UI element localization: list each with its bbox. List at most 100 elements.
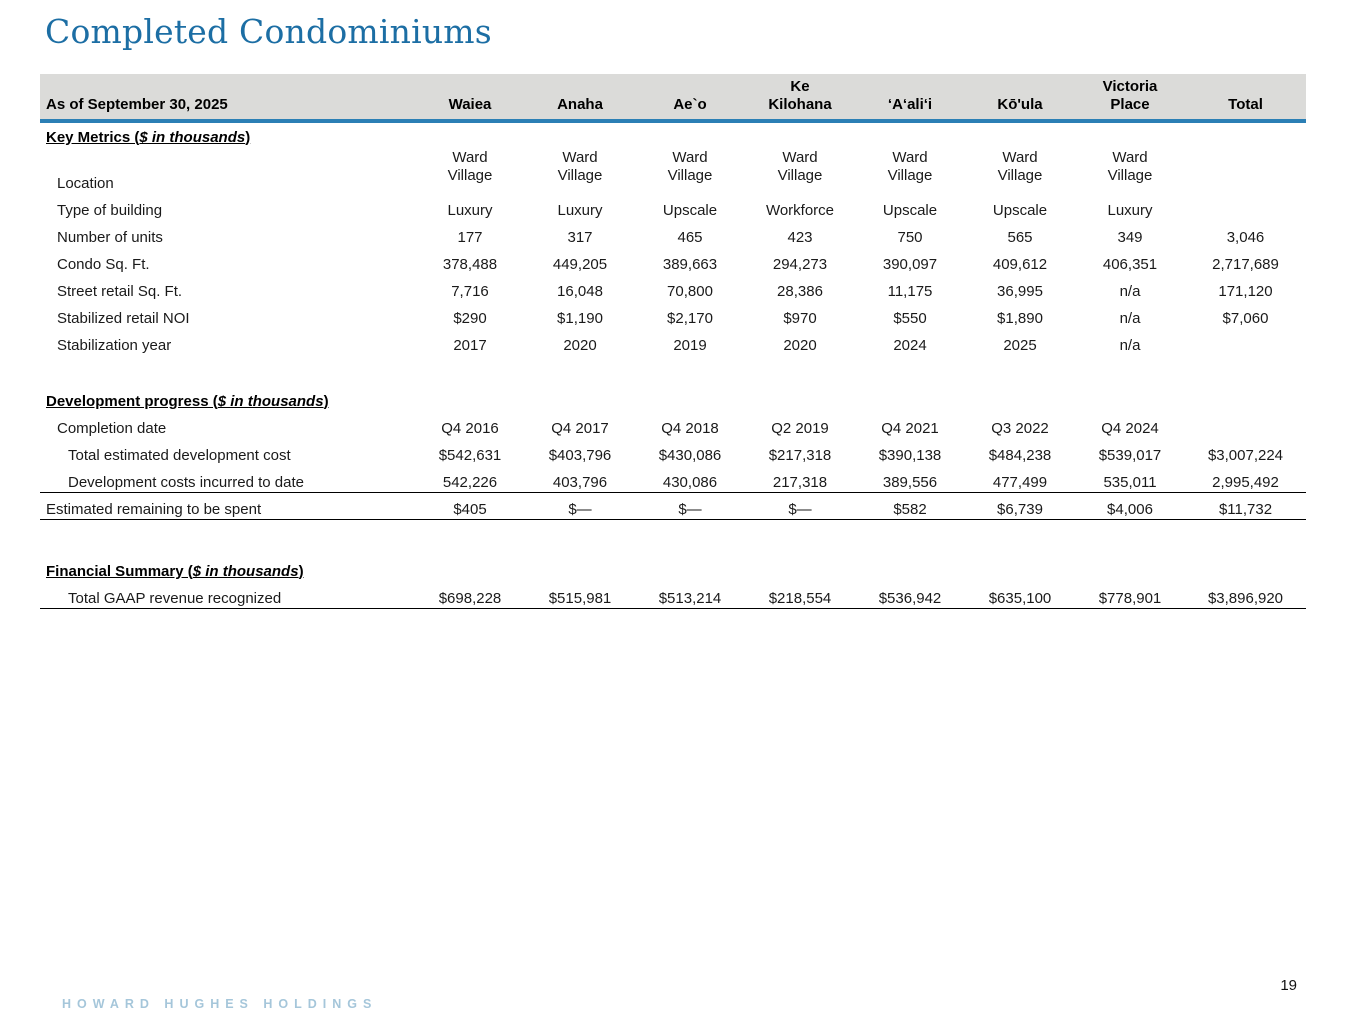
section-heading-cell: Financial Summary ($ in thousands): [40, 555, 1306, 581]
cell: $970: [783, 310, 817, 327]
cell: 403,796: [552, 473, 608, 491]
cell: Ward Village: [447, 149, 493, 184]
cell: 477,499: [992, 473, 1048, 491]
cell: 36,995: [997, 283, 1043, 300]
row-label: Development costs incurred to date: [68, 473, 304, 491]
cell: n/a: [1119, 283, 1141, 300]
column-header-6: Victoria Place: [1075, 74, 1185, 123]
cell: 2019: [673, 337, 707, 354]
cell: $390,138: [878, 447, 942, 464]
column-header-3: Ke Kilohana: [745, 74, 855, 123]
as-of-date-label: As of September 30, 2025: [40, 74, 415, 123]
cell: Ward Village: [887, 149, 933, 184]
cell: [1185, 411, 1306, 438]
cell: $218,554: [745, 581, 855, 609]
row-label: Completion date: [57, 420, 167, 437]
company-logo: HOWARD HUGHES HOLDINGS: [62, 997, 378, 1011]
table-row: Development costs incurred to date 542,22…: [40, 465, 1306, 492]
section-heading-text: Financial Summary ($ in thousands): [46, 563, 304, 580]
cell: 565: [1007, 229, 1033, 246]
cell: n/a: [1119, 337, 1141, 354]
cell: Q3 2022: [991, 420, 1049, 437]
cell: 2,995,492: [1212, 473, 1279, 491]
cell: $11,732: [1185, 491, 1306, 520]
section-heading-text: Development progress ($ in thousands): [46, 393, 329, 410]
cell: $4,006: [1075, 491, 1185, 520]
cell: 430,086: [662, 473, 718, 491]
cell: [1185, 193, 1306, 220]
cell: Ward Village: [667, 149, 713, 184]
cell: $1,890: [997, 310, 1043, 327]
cell: 11,175: [887, 283, 933, 300]
cell: 449,205: [552, 256, 608, 273]
cell: $536,942: [855, 581, 965, 609]
section-heading-cell: Key Metrics ($ in thousands): [40, 121, 1306, 147]
cell: Q4 2016: [441, 420, 499, 437]
cell: 542,226: [442, 473, 498, 491]
section-spacer: [40, 355, 1306, 385]
cell: $405: [415, 491, 525, 520]
cell: 171,120: [1218, 283, 1273, 300]
cell: $—: [745, 491, 855, 520]
cell: $698,228: [415, 581, 525, 609]
cell: $539,017: [1098, 447, 1162, 464]
cell: Luxury: [447, 202, 493, 219]
row-label: Type of building: [57, 202, 163, 219]
section-heading-cell: Development progress ($ in thousands): [40, 385, 1306, 411]
table-row: Condo Sq. Ft. 378,488 449,205 389,663 294,27…: [40, 247, 1306, 274]
table-row: Total estimated development cost $542,631…: [40, 438, 1306, 465]
table-row: Stabilized retail NOI $290 $1,190 $2,170 $97…: [40, 301, 1306, 328]
table-row: Type of building Luxury Luxury Upscale Workf…: [40, 193, 1306, 220]
row-label: Total estimated development cost: [68, 447, 291, 464]
cell: 177: [457, 229, 483, 246]
section-heading-row: Financial Summary ($ in thousands): [40, 555, 1306, 581]
page-title: Completed Condominiums: [45, 12, 492, 51]
table-row: Total GAAP revenue recognized $698,228 $51…: [40, 581, 1306, 609]
cell: $1,190: [557, 310, 603, 327]
cell: 406,351: [1102, 256, 1158, 273]
cell: n/a: [1119, 310, 1141, 327]
cell: $403,796: [548, 447, 612, 464]
cell: 70,800: [667, 283, 713, 300]
cell: 3,046: [1226, 229, 1265, 246]
cell: Ward Village: [557, 149, 603, 184]
spacer-cell: [40, 355, 1306, 385]
cell: Ward Village: [1107, 149, 1153, 184]
cell: $513,214: [635, 581, 745, 609]
cell: 389,556: [882, 473, 938, 491]
cell: 217,318: [772, 473, 828, 491]
row-label: Stabilization year: [57, 337, 172, 354]
cell: $582: [855, 491, 965, 520]
cell: $430,086: [658, 447, 722, 464]
cell: 389,663: [662, 256, 718, 273]
cell: [1185, 147, 1306, 193]
heading-fragment: $ in thousands: [217, 393, 324, 410]
cell: $778,901: [1075, 581, 1185, 609]
heading-fragment: $ in thousands: [139, 129, 246, 146]
cell: 349: [1117, 229, 1143, 246]
cell: 423: [787, 229, 813, 246]
row-label: Total GAAP revenue recognized: [40, 581, 415, 609]
cell: Q4 2017: [551, 420, 609, 437]
cell: $550: [893, 310, 927, 327]
cell: Ward Village: [777, 149, 823, 184]
heading-fragment: Financial Summary (: [46, 563, 193, 580]
cell: Q4 2021: [881, 420, 939, 437]
cell: [1185, 328, 1306, 355]
cell: $542,631: [438, 447, 502, 464]
row-label: Street retail Sq. Ft.: [57, 283, 183, 300]
cell: $3,007,224: [1207, 447, 1284, 464]
cell: 378,488: [442, 256, 498, 273]
heading-fragment: ): [298, 563, 304, 580]
heading-fragment: ): [323, 393, 329, 410]
table-body: Key Metrics ($ in thousands) Location Ward…: [40, 121, 1306, 609]
row-label: Stabilized retail NOI: [57, 310, 190, 327]
cell: 317: [567, 229, 593, 246]
cell: Workforce: [765, 202, 835, 219]
heading-fragment: $ in thousands: [192, 563, 299, 580]
cell: Luxury: [1107, 202, 1153, 219]
table-row: Completion date Q4 2016 Q4 2017 Q4 2018 Q2 2…: [40, 411, 1306, 438]
section-heading-text: Key Metrics ($ in thousands): [46, 129, 250, 146]
cell: 2025: [1003, 337, 1037, 354]
cell: $2,170: [667, 310, 713, 327]
